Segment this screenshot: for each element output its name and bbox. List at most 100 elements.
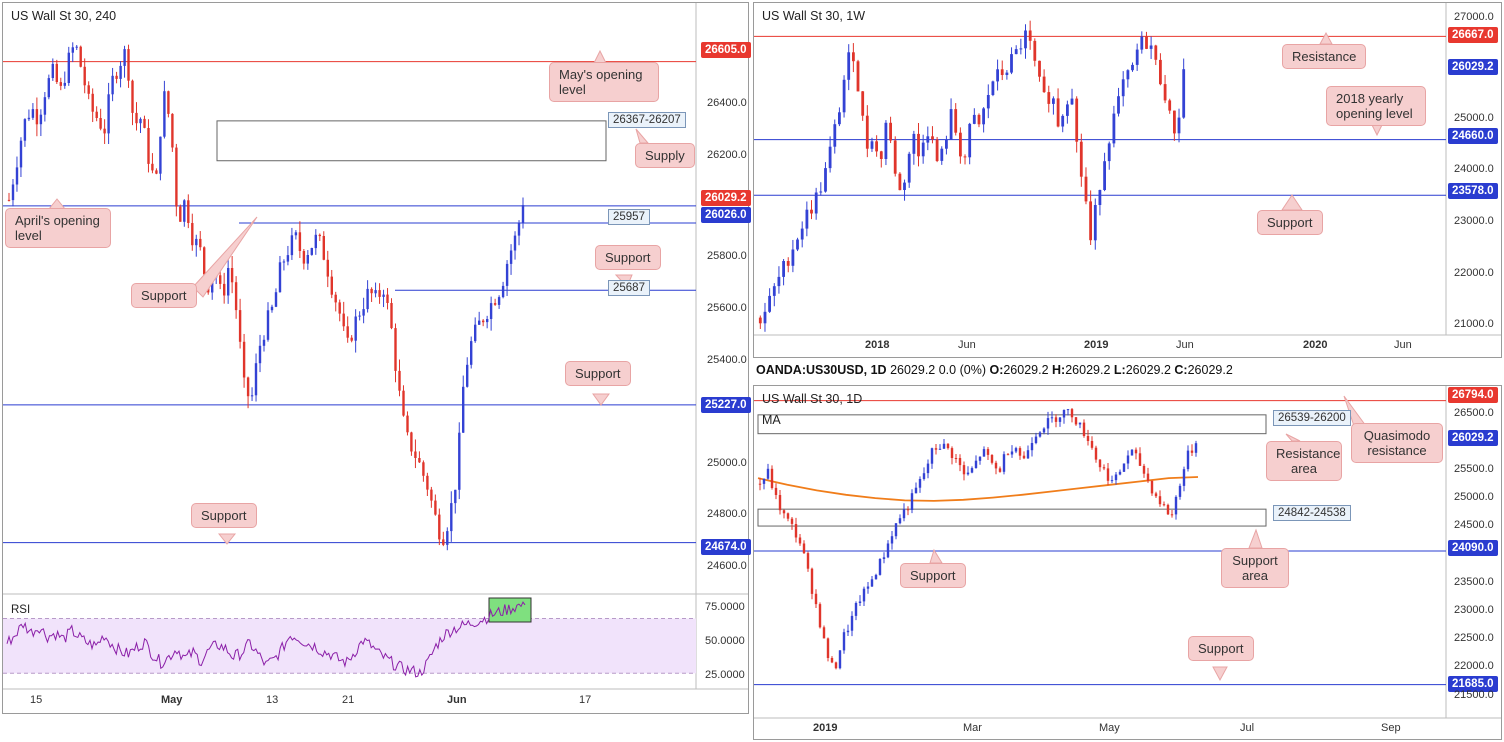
candle-body bbox=[406, 415, 409, 433]
candle-body bbox=[1018, 448, 1022, 456]
candle-body bbox=[497, 297, 501, 305]
candle-body bbox=[1098, 459, 1102, 468]
candle-body bbox=[834, 662, 838, 669]
price-tag-26029: 26029.2 bbox=[1448, 430, 1498, 446]
candle-body bbox=[826, 638, 830, 658]
candle-body bbox=[968, 123, 972, 158]
candle-body bbox=[246, 377, 250, 397]
chart-title: US Wall St 30, 1W bbox=[762, 9, 866, 23]
candle-body bbox=[1177, 117, 1181, 134]
ohlc-key-l: L: bbox=[1113, 363, 1126, 377]
candle-body bbox=[1182, 469, 1186, 486]
candle-body bbox=[1114, 474, 1118, 481]
candle-body bbox=[949, 109, 953, 140]
candle-body bbox=[1000, 69, 1004, 75]
candle-body bbox=[810, 209, 813, 214]
ma-label: MA bbox=[762, 413, 781, 427]
candle-body bbox=[302, 251, 306, 264]
candle-body bbox=[912, 133, 916, 154]
candle-body bbox=[1168, 100, 1172, 111]
candle-body bbox=[1117, 96, 1120, 114]
h4-chart-canvas[interactable] bbox=[3, 3, 748, 713]
candle-body bbox=[59, 82, 62, 86]
candle-body bbox=[833, 124, 837, 147]
candle-body bbox=[43, 97, 47, 115]
candle-body bbox=[758, 317, 762, 324]
candle-body bbox=[879, 151, 883, 159]
candle-body bbox=[489, 303, 493, 319]
candle-body bbox=[865, 115, 869, 149]
candle-body bbox=[135, 112, 138, 124]
candle-body bbox=[986, 449, 990, 455]
candle-body bbox=[278, 262, 282, 293]
annotation-pointer bbox=[1212, 666, 1228, 682]
supply-zone-label: 26367-26207 bbox=[608, 112, 686, 128]
candle-body bbox=[418, 458, 421, 463]
candle-body bbox=[994, 462, 998, 469]
weekly-chart-panel[interactable]: US Wall St 30, 1W Resistance 2018 yearly… bbox=[753, 2, 1502, 358]
candle-body bbox=[998, 468, 1002, 472]
candle-body bbox=[27, 117, 31, 120]
candle-body bbox=[991, 81, 995, 95]
candle-body bbox=[123, 49, 126, 66]
x-tick: May bbox=[1099, 722, 1120, 734]
candle-body bbox=[1054, 417, 1058, 422]
candle-body bbox=[889, 122, 892, 141]
candle-body bbox=[238, 310, 242, 342]
candle-body bbox=[326, 259, 329, 277]
candle-body bbox=[23, 119, 27, 141]
candle-body bbox=[71, 47, 74, 53]
candle-body bbox=[15, 167, 19, 185]
candle-body bbox=[163, 91, 166, 137]
candle-body bbox=[1061, 115, 1065, 127]
chart-title: US Wall St 30, 240 bbox=[11, 9, 117, 23]
candle-body bbox=[1094, 447, 1098, 460]
candle-body bbox=[946, 443, 950, 449]
x-tick: Jun bbox=[1176, 339, 1194, 351]
x-tick: 2020 bbox=[1303, 339, 1328, 351]
candle-body bbox=[791, 249, 795, 266]
candle-body bbox=[310, 248, 313, 255]
candle-body bbox=[1182, 69, 1186, 118]
candle-body bbox=[1079, 141, 1083, 177]
rsi-title: RSI bbox=[11, 604, 31, 616]
candle-body bbox=[1110, 480, 1114, 482]
candle-body bbox=[890, 536, 894, 544]
y-tick: 27000.0 bbox=[1454, 11, 1494, 23]
daily-chart-panel[interactable]: US Wall St 30, 1D MA Quasimodo resistanc… bbox=[753, 385, 1502, 740]
y-tick: 24600.0 bbox=[707, 560, 747, 572]
h4-chart-panel[interactable]: US Wall St 30, 240 RSI May's opening lev… bbox=[2, 2, 751, 714]
candle-body bbox=[758, 483, 762, 485]
candle-body bbox=[893, 140, 897, 174]
candle-body bbox=[298, 232, 302, 251]
candle-body bbox=[230, 268, 234, 283]
candle-body bbox=[179, 206, 182, 222]
candle-body bbox=[870, 579, 874, 587]
candle-body bbox=[521, 205, 525, 224]
candle-body bbox=[1042, 76, 1046, 93]
candle-body bbox=[402, 390, 405, 416]
candle-body bbox=[119, 65, 122, 79]
candle-body bbox=[1090, 441, 1094, 448]
candle-body bbox=[977, 114, 981, 125]
rsi-y-tick: 25.0000 bbox=[705, 669, 745, 681]
candle-body bbox=[501, 285, 505, 298]
support-area-label: 24842-24538 bbox=[1273, 505, 1351, 521]
ohlc-value-c: 26029.2 bbox=[1187, 363, 1233, 377]
weekly-chart-canvas[interactable] bbox=[754, 3, 1501, 357]
chart-title: US Wall St 30, 1D bbox=[762, 392, 863, 406]
annotation-pointer bbox=[1285, 433, 1301, 442]
candle-body bbox=[462, 386, 465, 433]
candle-body bbox=[143, 118, 146, 128]
candle-body bbox=[334, 294, 337, 303]
candle-body bbox=[39, 114, 43, 125]
candle-body bbox=[227, 268, 230, 296]
y-tick: 26400.0 bbox=[707, 97, 747, 109]
x-tick: 15 bbox=[30, 694, 43, 706]
price-zone-rect bbox=[757, 414, 1267, 435]
candle-body bbox=[195, 238, 198, 246]
x-tick: May bbox=[161, 694, 183, 706]
candle-body bbox=[931, 136, 934, 140]
candle-body bbox=[1103, 161, 1106, 190]
candle-body bbox=[850, 615, 854, 631]
